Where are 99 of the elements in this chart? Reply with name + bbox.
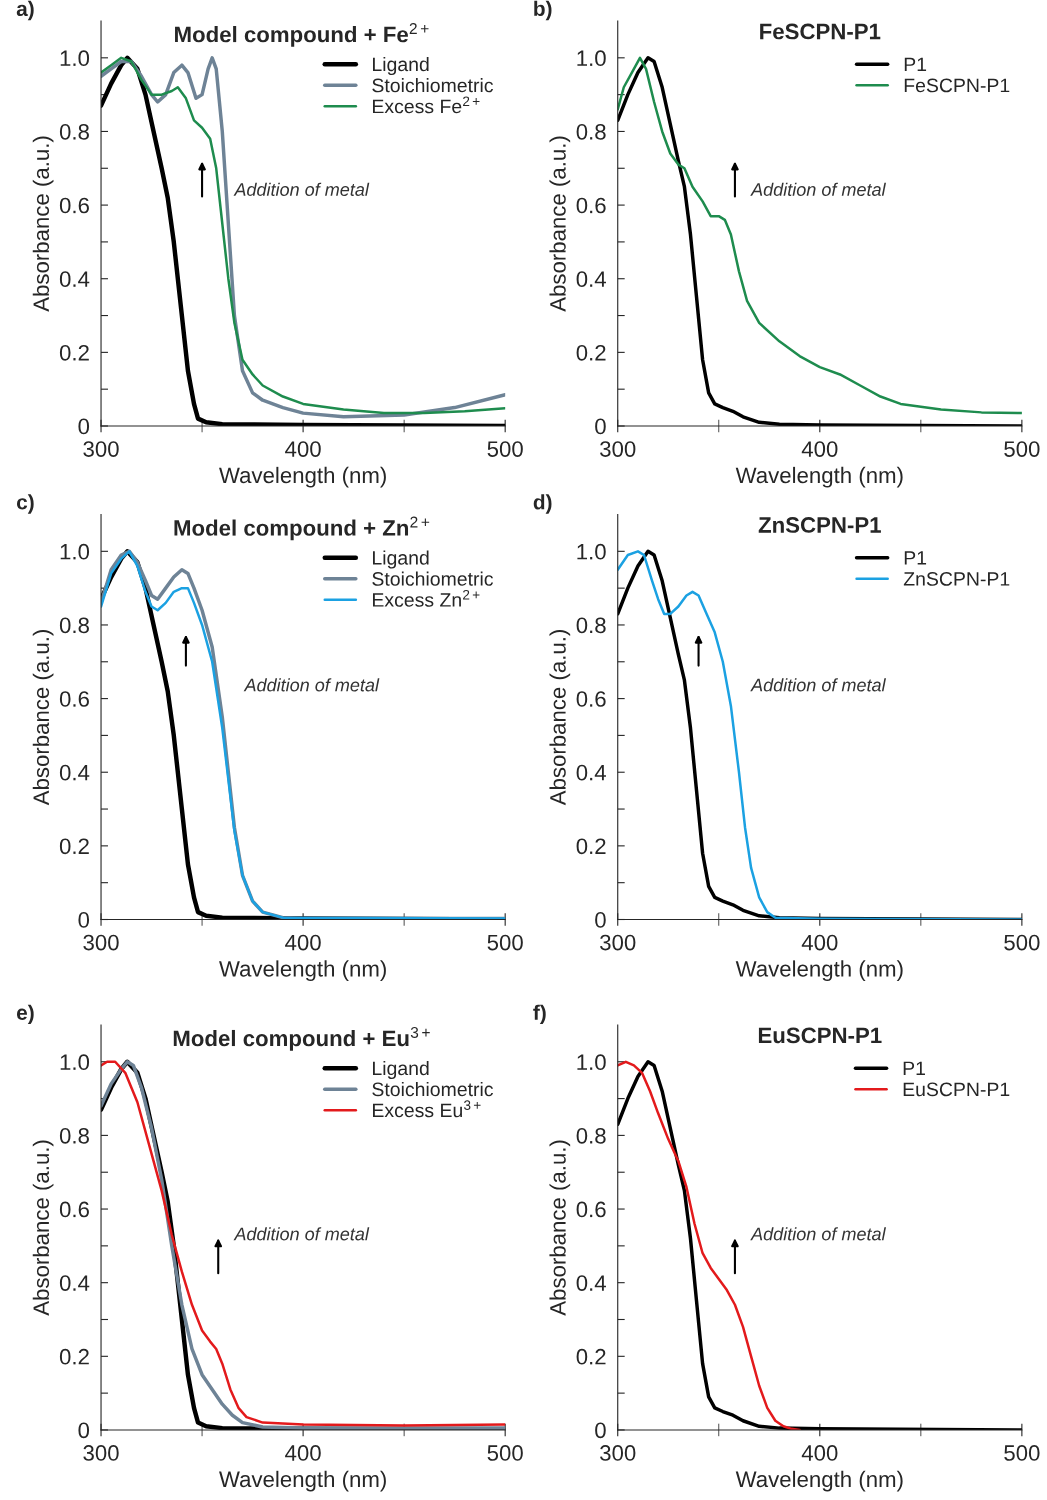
legend-label: EuSCPN-P1 — [903, 1082, 1010, 1097]
x-tick-label: 300 — [83, 441, 119, 457]
text: a) — [16, 0, 34, 21]
y-axis-title: Absorbance (a.u.) — [32, 1140, 54, 1316]
y-tick-label: 0 — [595, 912, 606, 928]
x-tick-label: 500 — [487, 934, 523, 951]
chart-title: EuSCPN-P1 — [758, 1027, 882, 1044]
x-tick-label: 500 — [1004, 441, 1040, 457]
y-tick-label: 0.4 — [576, 764, 606, 781]
y-tick-label: 0 — [78, 418, 90, 435]
y-tick-label: 0.8 — [576, 1127, 606, 1144]
x-tick-label: 300 — [600, 934, 636, 951]
chart-title: Model compound + Eu$^{3+}$ — [173, 1026, 430, 1051]
y-tick-label: 0.8 — [59, 617, 89, 634]
y-tick-label: 0 — [595, 418, 606, 435]
x-tick-label: 500 — [1004, 934, 1040, 951]
text: c) — [16, 494, 34, 514]
annotation: Addition of metal — [750, 678, 886, 692]
annotation: Addition of metal — [750, 182, 886, 196]
text: b) — [534, 0, 552, 21]
chart-title: FeSCPN-P1 — [760, 23, 881, 40]
y-tick-label: 1.0 — [60, 543, 90, 560]
y-tick-label: 0.2 — [59, 1348, 89, 1365]
y-tick-label: 0.8 — [59, 1127, 89, 1144]
y-tick-label: 0.6 — [59, 1201, 89, 1218]
x-tick-label: 400 — [285, 1445, 321, 1461]
chart-title: Model compound + Fe$^{2+}$ — [175, 23, 429, 47]
text: e) — [16, 1004, 34, 1025]
x-tick-label: 400 — [285, 441, 321, 457]
y-tick-label: 0.6 — [576, 197, 606, 214]
text: d) — [533, 494, 552, 514]
y-tick-label: 0 — [78, 912, 90, 928]
legend-label: Stoichiometric — [372, 1081, 493, 1097]
y-tick-label: 1.0 — [577, 50, 606, 67]
legend-label: Stoichiometric — [372, 78, 493, 93]
y-tick-label: 1.0 — [577, 543, 606, 560]
y-tick-label: 0.8 — [59, 123, 89, 140]
x-axis-title: Wavelength (nm) — [735, 960, 903, 982]
y-tick-label: 0.6 — [59, 197, 89, 214]
y-tick-label: 0.6 — [576, 1201, 606, 1218]
x-tick-label: 500 — [487, 1445, 523, 1461]
y-tick-label: 0.6 — [59, 691, 89, 707]
y-tick-label: 0.2 — [59, 344, 89, 361]
y-tick-label: 0.4 — [59, 764, 90, 781]
legend-label: ZnSCPN-P1 — [903, 572, 1010, 586]
y-tick-label: 1.0 — [60, 1054, 90, 1071]
y-tick-label: 0.4 — [576, 1275, 606, 1291]
x-axis-title: Wavelength (nm) — [735, 1470, 903, 1492]
annotation: Addition of metal — [233, 1227, 370, 1241]
x-tick-label: 400 — [801, 934, 838, 951]
x-tick-label: 300 — [600, 441, 636, 457]
annotation: Addition of metal — [750, 1227, 886, 1241]
x-tick-label: 500 — [487, 441, 523, 457]
y-tick-label: 0.2 — [576, 1348, 606, 1365]
y-tick-label: 0.6 — [576, 691, 606, 707]
y-tick-label: 1.0 — [577, 1054, 606, 1071]
y-tick-label: 0 — [595, 1422, 606, 1439]
x-tick-label: 500 — [1004, 1445, 1040, 1461]
y-tick-label: 0 — [78, 1422, 90, 1439]
y-tick-label: 0.8 — [576, 617, 606, 634]
chart-title: ZnSCPN-P1 — [758, 517, 881, 533]
annotation: Addition of metal — [243, 678, 380, 692]
y-tick-label: 0.8 — [576, 123, 606, 140]
x-tick-label: 300 — [83, 934, 119, 951]
legend-label: Stoichiometric — [372, 571, 493, 586]
y-tick-label: 0.4 — [576, 271, 606, 287]
y-axis-title: Absorbance (a.u.) — [549, 1140, 571, 1316]
y-tick-label: 1.0 — [60, 50, 90, 67]
y-axis-title: Absorbance (a.u.) — [32, 630, 54, 806]
x-tick-label: 400 — [801, 441, 838, 457]
legend-label: Excess Zn$^{2+}$ — [373, 589, 480, 607]
x-axis-title: Wavelength (nm) — [219, 960, 386, 982]
y-tick-label: 0.4 — [59, 271, 90, 287]
legend-label: P1 — [904, 551, 927, 565]
x-axis-title: Wavelength (nm) — [219, 1470, 386, 1492]
y-tick-label: 0.2 — [576, 838, 606, 855]
x-tick-label: 400 — [801, 1445, 838, 1461]
legend-label: Ligand — [373, 550, 429, 569]
y-tick-label: 0.2 — [59, 838, 89, 855]
legend-label: P1 — [904, 57, 927, 72]
legend-label: Excess Fe$^{2+}$ — [373, 96, 480, 114]
x-tick-label: 300 — [600, 1445, 636, 1461]
legend-label: P1 — [903, 1061, 925, 1076]
text: f) — [533, 1004, 546, 1025]
y-tick-label: 0.2 — [576, 344, 606, 361]
annotation: Addition of metal — [233, 182, 370, 196]
y-axis-title: Absorbance (a.u.) — [32, 136, 54, 312]
legend-label: FeSCPN-P1 — [904, 78, 1010, 93]
legend-label: Excess Eu$^{3+}$ — [373, 1100, 481, 1118]
y-axis-title: Absorbance (a.u.) — [549, 136, 571, 312]
x-tick-label: 400 — [285, 934, 321, 951]
chart-title: Model compound + Zn$^{2+}$ — [174, 516, 430, 541]
legend-label: Ligand — [373, 56, 429, 76]
legend-label: Ligand — [373, 1060, 429, 1080]
x-axis-title: Wavelength (nm) — [735, 466, 903, 488]
y-axis-title: Absorbance (a.u.) — [549, 630, 571, 806]
x-axis-title: Wavelength (nm) — [219, 466, 386, 488]
y-tick-label: 0.4 — [59, 1275, 90, 1291]
x-tick-label: 300 — [83, 1445, 119, 1461]
